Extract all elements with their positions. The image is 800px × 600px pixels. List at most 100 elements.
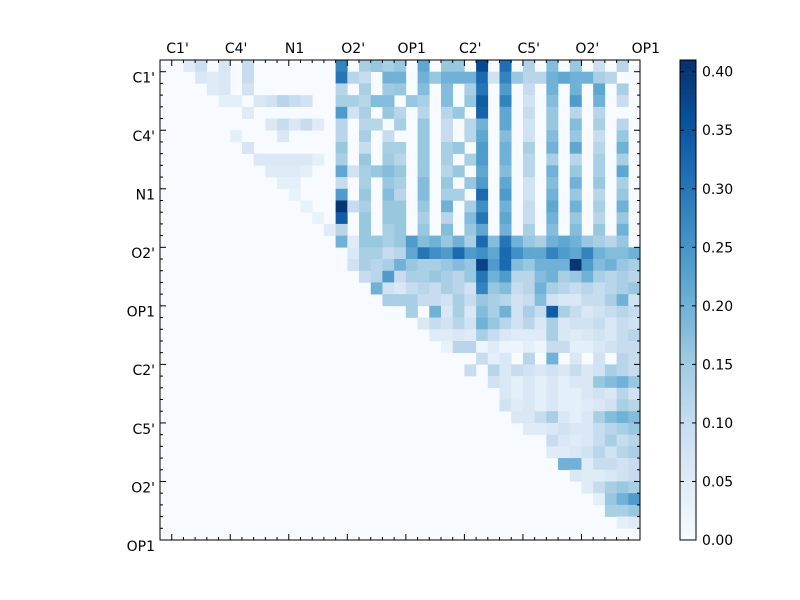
heatmap-cell: [359, 223, 372, 236]
heatmap-cell: [206, 71, 219, 84]
heatmap-cell: [522, 141, 535, 154]
x-tick-label: C2': [459, 41, 482, 57]
heatmap-cell: [628, 329, 641, 342]
heatmap-cell: [593, 364, 606, 377]
heatmap-cell: [394, 118, 407, 131]
heatmap-cell: [581, 329, 594, 342]
heatmap-cell: [616, 516, 629, 529]
heatmap-cell: [382, 153, 395, 166]
heatmap-cell: [499, 71, 512, 84]
heatmap-cell: [394, 165, 407, 178]
heatmap-cell: [569, 83, 582, 96]
heatmap-cell: [265, 118, 278, 131]
heatmap-cell: [405, 247, 418, 260]
heatmap-cell: [440, 270, 453, 283]
heatmap-cell: [440, 340, 453, 353]
heatmap-cell: [394, 188, 407, 201]
heatmap-cell: [277, 130, 290, 143]
heatmap-cell: [405, 95, 418, 108]
heatmap-cell: [593, 469, 606, 482]
heatmap-cell: [616, 446, 629, 459]
heatmap-cell: [616, 294, 629, 307]
heatmap-cell: [382, 294, 395, 307]
heatmap-cell: [499, 188, 512, 201]
heatmap-cell: [593, 376, 606, 389]
heatmap-cell: [429, 270, 442, 283]
heatmap-cell: [616, 411, 629, 424]
heatmap-cell: [452, 165, 465, 178]
heatmap-cell: [464, 83, 477, 96]
heatmap-cell: [464, 235, 477, 248]
heatmap-cell: [628, 399, 641, 412]
heatmap-cell: [511, 235, 524, 248]
heatmap-cell: [616, 165, 629, 178]
heatmap-cell: [464, 177, 477, 190]
heatmap-cell: [546, 387, 559, 400]
heatmap-cell: [359, 212, 372, 225]
heatmap-cell: [569, 130, 582, 143]
heatmap-cell: [593, 130, 606, 143]
heatmap-cell: [534, 305, 547, 318]
heatmap-cell: [511, 282, 524, 295]
heatmap-cell: [628, 376, 641, 389]
heatmap-cell: [569, 247, 582, 260]
heatmap-cell: [558, 259, 571, 272]
heatmap-cell: [347, 95, 360, 108]
heatmap-cell: [370, 247, 383, 260]
y-tick-label: C1': [132, 71, 155, 87]
heatmap-cell: [417, 188, 430, 201]
heatmap-cell: [487, 294, 500, 307]
heatmap-cell: [335, 83, 348, 96]
heatmap-cell: [476, 130, 489, 143]
heatmap-cell: [440, 130, 453, 143]
heatmap-cell: [604, 376, 617, 389]
heatmap-cell: [546, 399, 559, 412]
heatmap-cell: [628, 516, 641, 529]
heatmap-cell: [569, 153, 582, 166]
heatmap-cell: [218, 60, 231, 73]
heatmap-cell: [499, 153, 512, 166]
heatmap-cell: [616, 305, 629, 318]
heatmap-cell: [440, 188, 453, 201]
heatmap-cell: [581, 481, 594, 494]
heatmap-cell: [370, 259, 383, 272]
heatmap-cell: [476, 188, 489, 201]
heatmap-cell: [511, 317, 524, 330]
heatmap-cell: [464, 317, 477, 330]
colorbar-tick-label: 0.35: [702, 123, 733, 139]
heatmap-cell: [558, 411, 571, 424]
heatmap-cell: [265, 165, 278, 178]
heatmap-cell: [288, 153, 301, 166]
heatmap-cell: [218, 83, 231, 96]
heatmap-cell: [359, 177, 372, 190]
heatmap-cell: [569, 446, 582, 459]
heatmap-cell: [440, 177, 453, 190]
heatmap-cell: [499, 387, 512, 400]
heatmap-cell: [581, 317, 594, 330]
heatmap-cell: [593, 411, 606, 424]
heatmap-cell: [558, 305, 571, 318]
heatmap-cell: [616, 352, 629, 365]
heatmap-cell: [569, 305, 582, 318]
heatmap-cell: [581, 71, 594, 84]
heatmap-cell: [499, 317, 512, 330]
heatmap-cell: [417, 177, 430, 190]
heatmap-cell: [417, 106, 430, 119]
heatmap-cell: [511, 305, 524, 318]
heatmap-cell: [394, 153, 407, 166]
heatmap-cell: [487, 305, 500, 318]
heatmap-cell: [440, 71, 453, 84]
heatmap-cell: [394, 270, 407, 283]
heatmap-cell: [534, 364, 547, 377]
heatmap-cell: [628, 294, 641, 307]
heatmap-cell: [546, 71, 559, 84]
heatmap-cell: [628, 504, 641, 517]
heatmap-cell: [464, 153, 477, 166]
heatmap-cell: [593, 434, 606, 447]
heatmap-cell: [628, 340, 641, 353]
heatmap-cell: [616, 177, 629, 190]
heatmap-cell: [593, 235, 606, 248]
heatmap-cell: [569, 364, 582, 377]
heatmap-cell: [499, 200, 512, 213]
heatmap-cell: [616, 118, 629, 131]
